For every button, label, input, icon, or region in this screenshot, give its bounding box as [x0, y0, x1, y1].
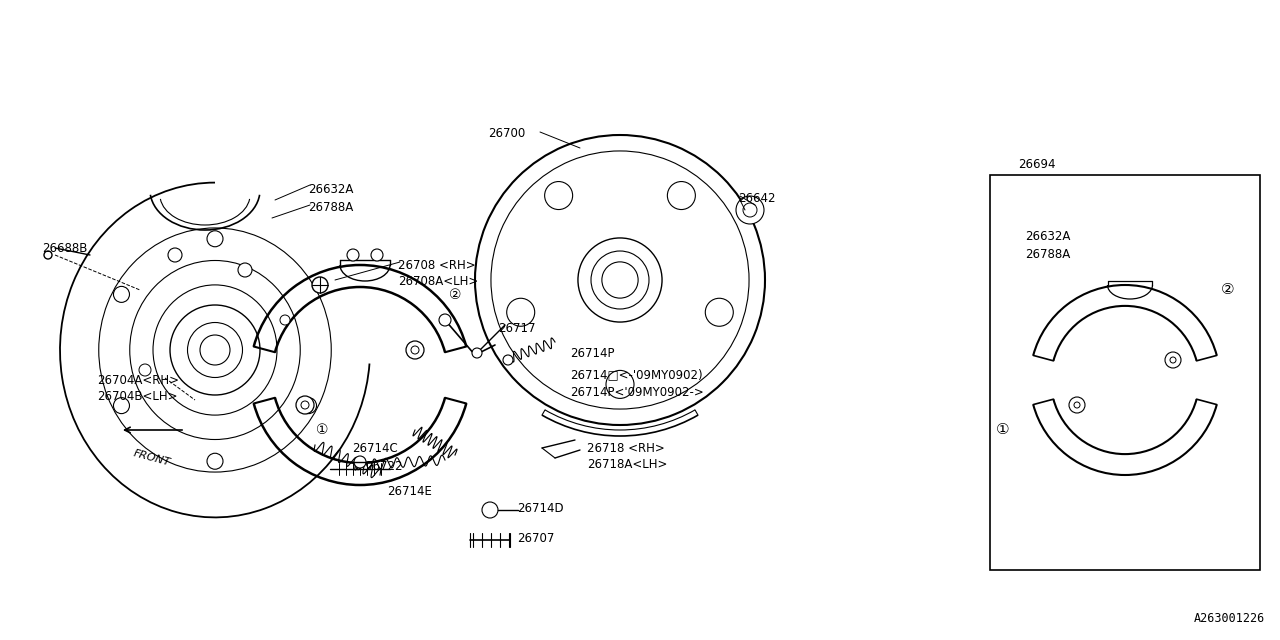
Circle shape — [483, 502, 498, 518]
Circle shape — [347, 249, 358, 261]
Text: 26714E: 26714E — [387, 485, 431, 498]
Text: 26704B<LH>: 26704B<LH> — [97, 390, 178, 403]
Circle shape — [301, 397, 316, 413]
Circle shape — [296, 396, 314, 414]
Circle shape — [355, 456, 366, 468]
Circle shape — [736, 196, 764, 224]
Circle shape — [301, 401, 308, 409]
Circle shape — [371, 249, 383, 261]
Circle shape — [312, 277, 328, 293]
Circle shape — [1069, 397, 1085, 413]
Circle shape — [507, 298, 535, 326]
Circle shape — [411, 346, 419, 354]
Text: 26714D: 26714D — [517, 502, 563, 515]
Circle shape — [439, 314, 451, 326]
Circle shape — [472, 348, 483, 358]
Circle shape — [406, 341, 424, 359]
Text: 26718 <RH>: 26718 <RH> — [588, 442, 664, 455]
Text: 26718A<LH>: 26718A<LH> — [588, 458, 667, 471]
Text: 26707: 26707 — [517, 532, 554, 545]
Text: 26714P<'09MY0902->: 26714P<'09MY0902-> — [570, 386, 704, 399]
Text: 26708 <RH>: 26708 <RH> — [398, 259, 476, 272]
Text: ①: ① — [316, 423, 328, 437]
Circle shape — [1074, 402, 1080, 408]
Text: 26708A<LH>: 26708A<LH> — [398, 275, 479, 288]
Text: 26714□<-'09MY0902): 26714□<-'09MY0902) — [570, 368, 703, 381]
Text: 26700: 26700 — [488, 127, 525, 140]
Circle shape — [503, 355, 513, 365]
Circle shape — [114, 286, 129, 302]
Circle shape — [44, 251, 52, 259]
Text: 26632A: 26632A — [1025, 230, 1070, 243]
Circle shape — [742, 203, 756, 217]
Text: 26632A: 26632A — [308, 183, 353, 196]
Text: FRONT: FRONT — [132, 448, 172, 467]
Circle shape — [1170, 357, 1176, 363]
Circle shape — [1165, 352, 1181, 368]
Circle shape — [168, 248, 182, 262]
Bar — [989, 175, 1260, 570]
Text: ②: ② — [1221, 282, 1235, 298]
Circle shape — [207, 231, 223, 247]
Text: 26642: 26642 — [739, 192, 776, 205]
Text: 26788A: 26788A — [308, 201, 353, 214]
Circle shape — [667, 182, 695, 209]
Text: A263001226: A263001226 — [1194, 612, 1265, 625]
Circle shape — [207, 453, 223, 469]
Text: 26714P: 26714P — [570, 347, 614, 360]
Text: 26714C: 26714C — [352, 442, 398, 455]
Circle shape — [544, 182, 572, 209]
Text: 26722: 26722 — [365, 460, 402, 473]
Circle shape — [280, 315, 291, 325]
Text: 26688B: 26688B — [42, 242, 87, 255]
Circle shape — [605, 371, 634, 398]
Text: 26717: 26717 — [498, 322, 535, 335]
Text: ②: ② — [449, 288, 461, 302]
Circle shape — [140, 364, 151, 376]
Text: 26788A: 26788A — [1025, 248, 1070, 261]
Text: ①: ① — [996, 422, 1010, 438]
Circle shape — [705, 298, 733, 326]
Circle shape — [238, 263, 252, 277]
Text: 26694: 26694 — [1018, 158, 1056, 171]
Text: 26704A<RH>: 26704A<RH> — [97, 374, 179, 387]
Circle shape — [114, 397, 129, 413]
